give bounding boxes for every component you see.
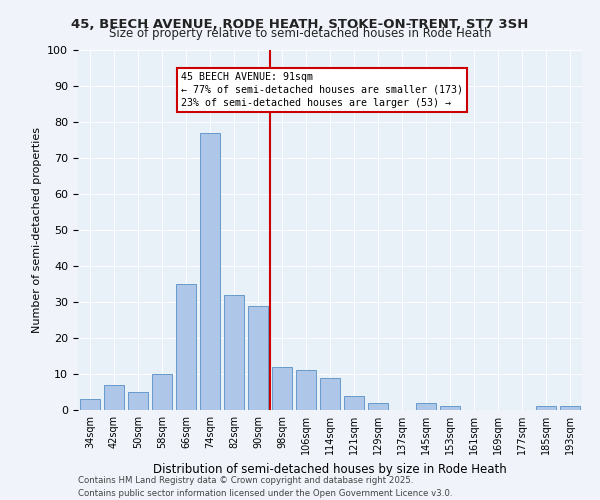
- Bar: [320, 378, 340, 410]
- Bar: [80, 399, 100, 410]
- Text: Size of property relative to semi-detached houses in Rode Heath: Size of property relative to semi-detach…: [109, 28, 491, 40]
- Bar: [200, 133, 220, 410]
- Bar: [104, 385, 124, 410]
- Text: 45 BEECH AVENUE: 91sqm
← 77% of semi-detached houses are smaller (173)
23% of se: 45 BEECH AVENUE: 91sqm ← 77% of semi-det…: [181, 72, 463, 108]
- Bar: [176, 284, 196, 410]
- Bar: [296, 370, 316, 410]
- Bar: [152, 374, 172, 410]
- Bar: [248, 306, 268, 410]
- Text: Contains public sector information licensed under the Open Government Licence v3: Contains public sector information licen…: [78, 488, 452, 498]
- Bar: [224, 295, 244, 410]
- Bar: [368, 403, 388, 410]
- X-axis label: Distribution of semi-detached houses by size in Rode Heath: Distribution of semi-detached houses by …: [153, 462, 507, 475]
- Bar: [536, 406, 556, 410]
- Text: Contains HM Land Registry data © Crown copyright and database right 2025.: Contains HM Land Registry data © Crown c…: [78, 476, 413, 485]
- Text: 45, BEECH AVENUE, RODE HEATH, STOKE-ON-TRENT, ST7 3SH: 45, BEECH AVENUE, RODE HEATH, STOKE-ON-T…: [71, 18, 529, 30]
- Bar: [440, 406, 460, 410]
- Bar: [128, 392, 148, 410]
- Bar: [560, 406, 580, 410]
- Y-axis label: Number of semi-detached properties: Number of semi-detached properties: [32, 127, 42, 333]
- Bar: [416, 403, 436, 410]
- Bar: [344, 396, 364, 410]
- Bar: [272, 367, 292, 410]
